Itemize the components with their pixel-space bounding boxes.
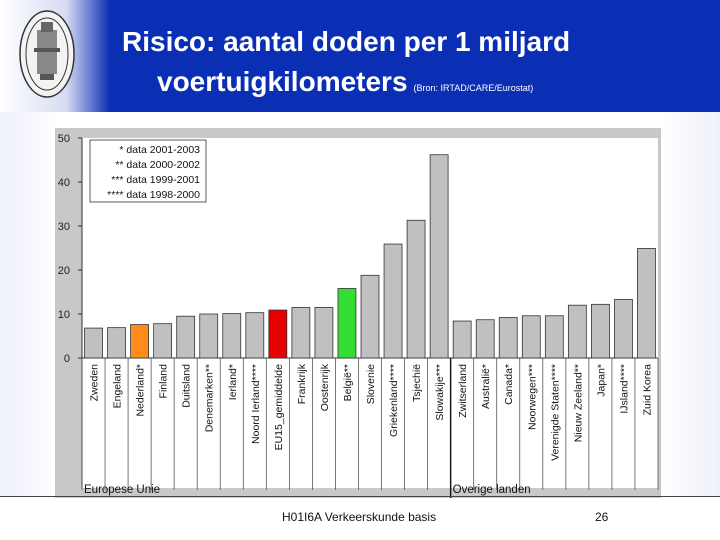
legend-line: ** data 2000-2002 bbox=[115, 159, 200, 171]
bar bbox=[383, 243, 403, 359]
bar bbox=[153, 323, 173, 359]
x-tick-label: Japan* bbox=[595, 364, 607, 397]
y-tick-label: 20 bbox=[58, 265, 70, 277]
y-tick-label: 50 bbox=[58, 133, 70, 145]
bar bbox=[637, 248, 656, 359]
x-tick-label: Tsjechië bbox=[411, 364, 423, 402]
x-tick-label: Frankrijk bbox=[296, 363, 308, 404]
x-tick-label: Finland bbox=[158, 364, 170, 399]
group-label: Europese Unie bbox=[84, 484, 160, 496]
bar bbox=[591, 303, 610, 359]
bar bbox=[314, 306, 334, 359]
bar bbox=[222, 313, 242, 359]
bar bbox=[107, 327, 126, 359]
bar bbox=[360, 274, 380, 359]
bar-chart: 0 10 20 30 40 50 Zweden Engeland Nederland* Finla… bbox=[58, 133, 659, 498]
x-tick-label: Verenigde Staten**** bbox=[549, 364, 561, 461]
x-tick-label: Griekenland**** bbox=[388, 364, 400, 437]
x-tick-label: Engeland bbox=[112, 364, 124, 409]
y-tick-label: 40 bbox=[58, 177, 70, 189]
x-tick-label: EU15_gemiddelde bbox=[273, 364, 285, 451]
x-tick-label: Australië* bbox=[480, 364, 492, 409]
x-tick-label: Ierland* bbox=[227, 364, 239, 400]
bar bbox=[245, 312, 265, 359]
x-tick-label: Canada* bbox=[503, 364, 515, 405]
x-tick-label: Nieuw Zeeland** bbox=[572, 364, 584, 442]
bar bbox=[291, 306, 311, 359]
x-tick-label: Nederland* bbox=[135, 364, 147, 417]
bar bbox=[84, 327, 103, 359]
bar bbox=[429, 154, 449, 359]
x-tick-label: België** bbox=[342, 364, 354, 401]
x-tick-label: Duitsland bbox=[181, 364, 193, 408]
right-decoration bbox=[664, 112, 720, 496]
university-seal-icon bbox=[19, 10, 75, 98]
x-tick-label: Noorwegen*** bbox=[526, 364, 538, 430]
bar bbox=[614, 299, 633, 359]
bar bbox=[521, 315, 541, 359]
page-number: 26 bbox=[595, 510, 609, 524]
bar bbox=[452, 320, 472, 359]
left-decoration bbox=[0, 112, 56, 496]
bar bbox=[199, 313, 219, 359]
bar bbox=[268, 309, 288, 359]
legend-line: **** data 1998-2000 bbox=[107, 189, 200, 201]
x-tick-label: IJsland**** bbox=[618, 364, 630, 414]
x-tick-label: Zuid Korea bbox=[641, 364, 653, 416]
x-tick-label: Zwitserland bbox=[457, 364, 469, 418]
group-label: Overige landen bbox=[453, 484, 531, 496]
bar bbox=[544, 315, 564, 359]
chart-area: 0 10 20 30 40 50 Zweden Engeland Nederland* Finla… bbox=[55, 128, 661, 498]
x-tick-label: Oostenrijk bbox=[319, 363, 331, 411]
x-tick-label: Denemarken** bbox=[204, 364, 216, 432]
bar bbox=[337, 288, 357, 359]
bar bbox=[406, 219, 426, 359]
footer-divider bbox=[0, 496, 720, 497]
legend-box bbox=[89, 139, 207, 203]
y-tick-label: 0 bbox=[64, 353, 70, 365]
x-tick-label: Noord Ierland**** bbox=[250, 364, 262, 444]
x-tick-label: Slowakije*** bbox=[434, 364, 446, 421]
legend-line: * data 2001-2003 bbox=[119, 144, 200, 156]
bar bbox=[498, 317, 518, 359]
footer-course-name: H01I6A Verkeerskunde basis bbox=[282, 510, 437, 524]
slide-title-line1: Risico: aantal doden per 1 miljard bbox=[122, 26, 571, 57]
bar bbox=[475, 319, 495, 359]
slide-header: Risico: aantal doden per 1 miljard voert… bbox=[0, 0, 720, 112]
y-tick-label: 10 bbox=[58, 309, 70, 321]
source-note: (Bron: IRTAD/CARE/Eurostat) bbox=[413, 83, 534, 93]
bar bbox=[130, 324, 149, 359]
legend-line: *** data 1999-2001 bbox=[111, 174, 200, 186]
x-tick-label: Zweden bbox=[89, 364, 101, 402]
bar bbox=[176, 315, 196, 359]
y-tick-label: 30 bbox=[58, 221, 70, 233]
slide-title-line2-text: voertuigkilometers bbox=[157, 66, 408, 97]
x-tick-label: Slovenie bbox=[365, 364, 377, 404]
bar bbox=[567, 304, 587, 359]
slide-title-line2: voertuigkilometers (Bron: IRTAD/CARE/Euro… bbox=[157, 66, 717, 98]
